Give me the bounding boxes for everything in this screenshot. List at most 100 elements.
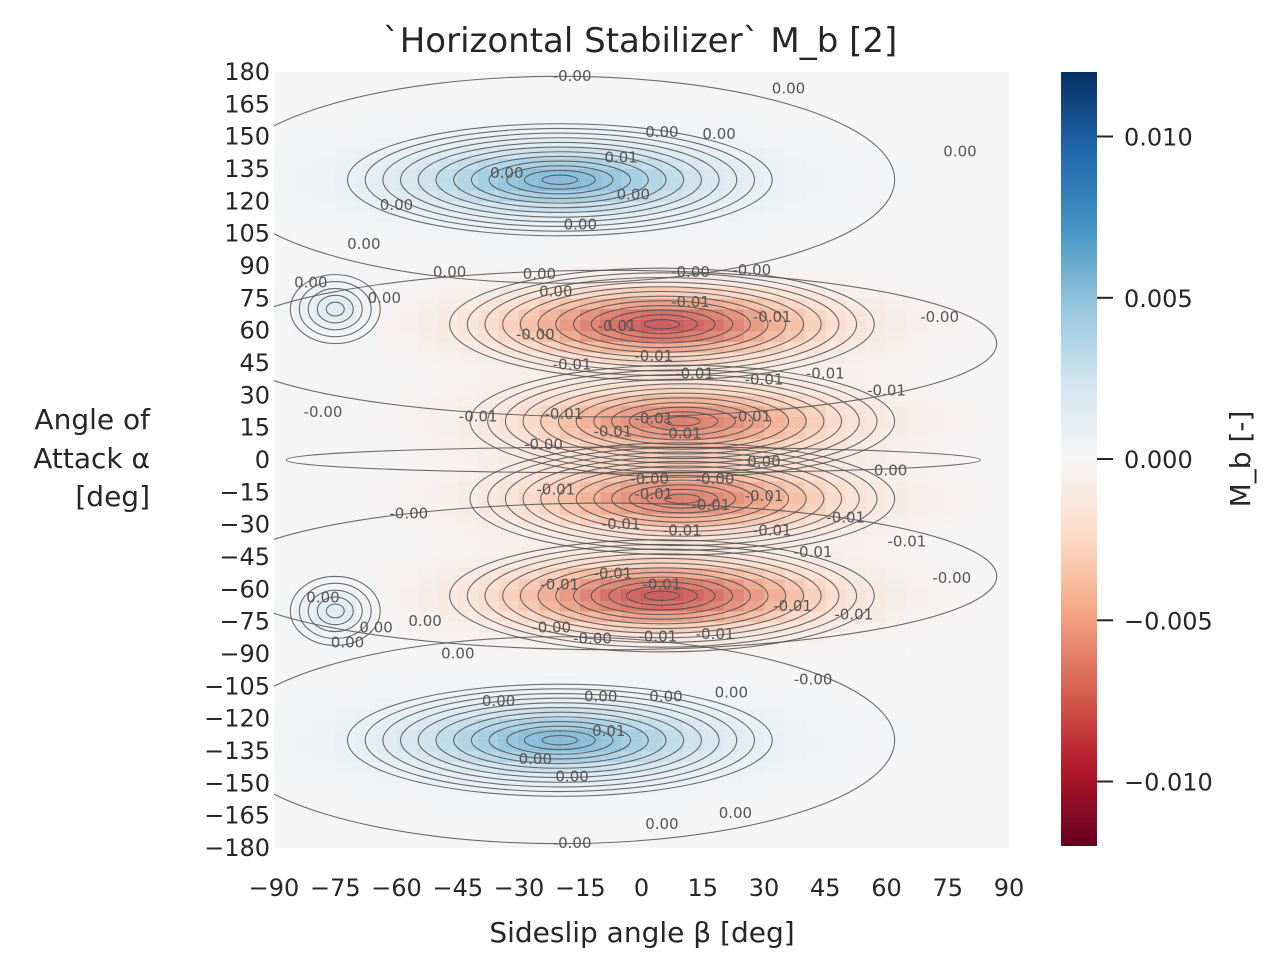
- heatmap-cell: [845, 309, 867, 321]
- heatmap-cell: [274, 492, 295, 504]
- heatmap-cell: [519, 222, 540, 235]
- heatmap-cell: [376, 330, 397, 342]
- heatmap-cell: [845, 266, 867, 278]
- heatmap-cell: [498, 460, 520, 472]
- heatmap-cell: [335, 718, 357, 730]
- contour-label: -0.01: [745, 487, 784, 505]
- heatmap-cell: [927, 654, 949, 666]
- heatmap-cell: [723, 492, 744, 504]
- heatmap-cell: [702, 222, 724, 235]
- heatmap-cell: [825, 600, 847, 612]
- heatmap-cell: [804, 319, 826, 332]
- contour-line: [289, 575, 381, 646]
- heatmap-cell: [825, 567, 847, 579]
- heatmap-cell: [641, 125, 663, 138]
- heatmap-cell: [621, 664, 642, 676]
- heatmap-cell: [559, 772, 581, 784]
- heatmap-cell: [519, 212, 540, 224]
- heatmap-cell: [539, 330, 561, 342]
- heatmap-cell: [621, 535, 642, 547]
- heatmap-cell: [764, 201, 785, 213]
- heatmap-cell: [743, 266, 765, 278]
- heatmap-cell: [743, 244, 765, 256]
- heatmap-cell: [743, 524, 765, 536]
- heatmap-cell: [600, 643, 622, 655]
- heatmap-cell: [274, 158, 295, 170]
- contour-label: -0.00: [304, 403, 343, 421]
- heatmap-cell: [519, 492, 540, 504]
- heatmap-cell: [723, 804, 744, 817]
- heatmap-cell: [968, 557, 989, 569]
- heatmap-cell: [906, 416, 928, 429]
- heatmap-cell: [416, 255, 438, 267]
- heatmap-cell: [804, 761, 826, 773]
- contour-label: -0.01: [691, 496, 730, 514]
- contour-line: [488, 720, 632, 760]
- contour-line: [470, 155, 649, 204]
- heatmap-cell: [968, 136, 989, 148]
- contour-line: [522, 378, 843, 464]
- heatmap-cell: [314, 449, 336, 461]
- heatmap-cell: [886, 438, 908, 450]
- x-axis-ticks: −90 −75 −60 −45 −30 −15 0 15 30 45 60 75 90: [249, 874, 1025, 902]
- heatmap-cell: [682, 783, 704, 795]
- heatmap-cell: [621, 82, 642, 94]
- heatmap-cell: [988, 82, 1009, 94]
- heatmap-cell: [416, 600, 438, 612]
- heatmap-cell: [723, 147, 744, 159]
- heatmap-cell: [294, 686, 316, 698]
- heatmap-cell: [621, 610, 642, 623]
- heatmap-cell: [927, 416, 949, 429]
- heatmap-cell: [294, 212, 316, 224]
- heatmap-cell: [764, 837, 785, 848]
- y-tick-label: −105: [204, 672, 270, 700]
- heatmap-cell: [641, 535, 663, 547]
- heatmap-cell: [845, 632, 867, 644]
- heatmap-cell: [682, 330, 704, 342]
- heatmap-cell: [947, 837, 969, 848]
- heatmap-cell: [886, 136, 908, 148]
- heatmap-cell: [559, 783, 581, 795]
- heatmap-cell: [519, 664, 540, 676]
- heatmap-cell: [764, 643, 785, 655]
- heatmap-cell: [539, 783, 561, 795]
- heatmap-cell: [661, 222, 683, 235]
- heatmap-cell: [376, 546, 397, 558]
- heatmap-cell: [866, 287, 887, 299]
- heatmap-cell: [641, 136, 663, 148]
- heatmap-cell: [580, 93, 602, 105]
- heatmap-cell: [376, 244, 397, 256]
- heatmap-cell: [437, 815, 459, 827]
- heatmap-cell: [661, 513, 683, 526]
- heatmap-cell: [682, 675, 704, 687]
- heatmap-cell: [886, 125, 908, 138]
- heatmap-cell: [682, 761, 704, 773]
- heatmap-cell: [641, 686, 663, 698]
- heatmap-cell: [988, 546, 1009, 558]
- heatmap-cell: [580, 158, 602, 170]
- heatmap-cell: [661, 826, 683, 838]
- contour-label: -0.01: [696, 625, 735, 643]
- heatmap-cell: [702, 341, 724, 353]
- heatmap-cell: [600, 567, 622, 579]
- heatmap-cell: [335, 244, 357, 256]
- heatmap-cell: [784, 632, 806, 644]
- heatmap-cell: [621, 319, 642, 332]
- heatmap-cell: [886, 179, 908, 191]
- heatmap-cell: [355, 82, 377, 94]
- heatmap-cell: [274, 600, 295, 612]
- heatmap-cell: [396, 815, 418, 827]
- heatmap-cell: [335, 136, 357, 148]
- heatmap-cell: [498, 233, 520, 245]
- heatmap-cell: [906, 363, 928, 375]
- heatmap-cell: [723, 395, 744, 407]
- heatmap-cell: [947, 654, 969, 666]
- y-tick-label: 135: [224, 155, 270, 183]
- contour-label: -0.00: [524, 435, 563, 453]
- heatmap-cell: [294, 287, 316, 299]
- heatmap-cell: [294, 632, 316, 644]
- heatmap-cell: [437, 567, 459, 579]
- heatmap-cell: [723, 675, 744, 687]
- heatmap-cell: [743, 82, 765, 94]
- heatmap-cell: [335, 363, 357, 375]
